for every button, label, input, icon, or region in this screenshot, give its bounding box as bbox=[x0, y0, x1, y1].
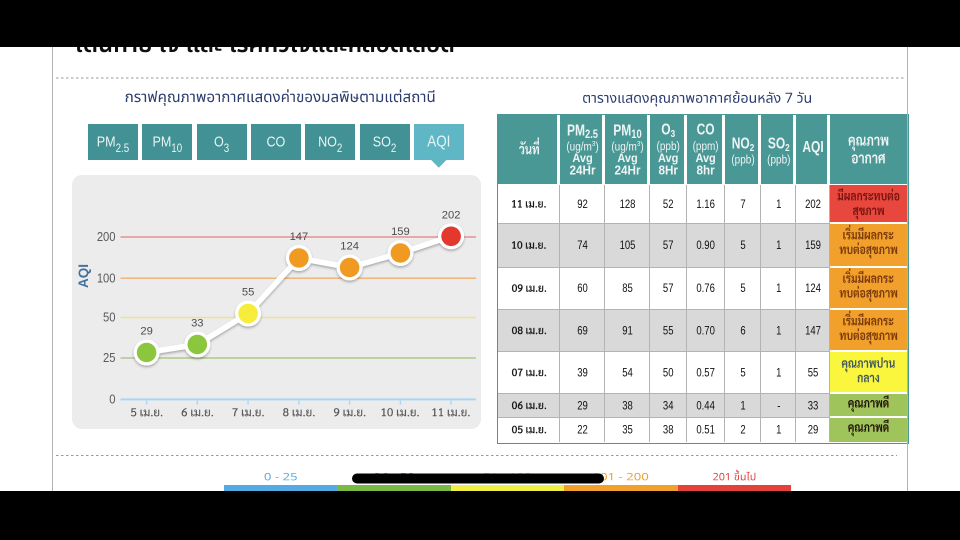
svg-text:PM10: PM10 bbox=[152, 134, 182, 155]
svg-text:CO: CO bbox=[266, 134, 285, 150]
svg-text:92: 92 bbox=[577, 198, 588, 211]
svg-text:AQI: AQI bbox=[76, 264, 91, 288]
svg-text:50: 50 bbox=[663, 367, 674, 380]
svg-text:Avg: Avg bbox=[617, 151, 637, 165]
svg-text:6: 6 bbox=[740, 325, 745, 338]
svg-text:57: 57 bbox=[663, 282, 674, 295]
svg-text:200: 200 bbox=[97, 230, 116, 245]
svg-text:O3: O3 bbox=[214, 134, 229, 155]
svg-text:38: 38 bbox=[663, 424, 674, 437]
svg-text:1: 1 bbox=[776, 424, 781, 437]
svg-text:NO2: NO2 bbox=[732, 134, 755, 153]
svg-text:29: 29 bbox=[808, 424, 819, 437]
svg-text:0: 0 bbox=[109, 392, 116, 407]
svg-text:5: 5 bbox=[740, 239, 745, 252]
svg-text:57: 57 bbox=[663, 239, 674, 252]
svg-text:24Hr: 24Hr bbox=[614, 163, 640, 178]
svg-text:128: 128 bbox=[620, 198, 636, 211]
svg-text:74: 74 bbox=[577, 239, 588, 252]
svg-text:(ppb): (ppb) bbox=[731, 154, 754, 167]
svg-text:0.90: 0.90 bbox=[696, 239, 715, 252]
svg-text:(ug/m3): (ug/m3) bbox=[611, 141, 643, 154]
svg-text:PM2.5: PM2.5 bbox=[97, 134, 129, 155]
svg-text:Avg: Avg bbox=[695, 151, 715, 165]
svg-text:22: 22 bbox=[577, 424, 588, 437]
svg-text:1: 1 bbox=[776, 239, 781, 252]
svg-text:124: 124 bbox=[805, 282, 821, 295]
svg-text:34: 34 bbox=[663, 399, 674, 412]
svg-text:7: 7 bbox=[740, 198, 745, 211]
svg-text:202: 202 bbox=[442, 209, 461, 221]
svg-text:(ppb): (ppb) bbox=[767, 154, 790, 167]
svg-text:AQI: AQI bbox=[427, 134, 450, 151]
svg-text:SO2: SO2 bbox=[373, 134, 397, 155]
svg-text:0.51: 0.51 bbox=[696, 424, 715, 437]
svg-text:PM2.5: PM2.5 bbox=[567, 121, 598, 142]
svg-text:1: 1 bbox=[776, 282, 781, 295]
svg-text:(ug/m3): (ug/m3) bbox=[566, 141, 598, 154]
svg-text:91: 91 bbox=[622, 325, 633, 338]
svg-text:1: 1 bbox=[776, 198, 781, 211]
svg-text:147: 147 bbox=[290, 231, 309, 243]
svg-text:Avg: Avg bbox=[572, 151, 592, 165]
svg-text:69: 69 bbox=[577, 325, 588, 338]
svg-text:8Hr: 8Hr bbox=[658, 163, 678, 178]
svg-text:54: 54 bbox=[622, 367, 633, 380]
svg-text:33: 33 bbox=[808, 399, 819, 412]
svg-text:60: 60 bbox=[577, 282, 588, 295]
svg-text:0.70: 0.70 bbox=[696, 325, 715, 338]
svg-text:29: 29 bbox=[577, 399, 588, 412]
svg-text:39: 39 bbox=[577, 367, 588, 380]
svg-text:105: 105 bbox=[620, 239, 636, 252]
svg-text:SO2: SO2 bbox=[768, 134, 790, 153]
svg-text:85: 85 bbox=[622, 282, 633, 295]
svg-text:0.57: 0.57 bbox=[696, 367, 715, 380]
svg-text:5: 5 bbox=[740, 367, 745, 380]
svg-text:159: 159 bbox=[805, 239, 821, 252]
svg-text:55: 55 bbox=[242, 287, 254, 299]
svg-text:202: 202 bbox=[805, 198, 821, 211]
svg-text:25: 25 bbox=[103, 351, 116, 366]
svg-text:AQI: AQI bbox=[802, 138, 823, 156]
svg-text:PM10: PM10 bbox=[613, 121, 641, 142]
svg-text:0.44: 0.44 bbox=[696, 399, 715, 412]
svg-text:1.16: 1.16 bbox=[696, 198, 715, 211]
svg-text:100: 100 bbox=[97, 271, 116, 286]
svg-text:55: 55 bbox=[663, 325, 674, 338]
svg-text:147: 147 bbox=[805, 325, 821, 338]
svg-text:1: 1 bbox=[776, 325, 781, 338]
svg-text:29: 29 bbox=[140, 326, 152, 338]
svg-text:CO: CO bbox=[697, 120, 715, 138]
svg-text:50: 50 bbox=[103, 310, 116, 325]
svg-text:O3: O3 bbox=[661, 120, 675, 139]
svg-text:1: 1 bbox=[740, 399, 745, 412]
svg-text:33: 33 bbox=[191, 318, 203, 330]
svg-text:24Hr: 24Hr bbox=[569, 163, 595, 178]
svg-text:-: - bbox=[777, 399, 781, 412]
svg-text:38: 38 bbox=[622, 399, 633, 412]
svg-text:(ppb): (ppb) bbox=[657, 140, 680, 153]
svg-text:5: 5 bbox=[740, 282, 745, 295]
svg-text:Avg: Avg bbox=[658, 151, 678, 165]
svg-text:35: 35 bbox=[622, 424, 633, 437]
svg-text:52: 52 bbox=[663, 198, 674, 211]
svg-text:2: 2 bbox=[740, 424, 745, 437]
svg-text:8hr: 8hr bbox=[697, 163, 715, 178]
svg-text:159: 159 bbox=[391, 226, 410, 238]
svg-text:1: 1 bbox=[776, 367, 781, 380]
svg-text:0.76: 0.76 bbox=[696, 282, 715, 295]
svg-text:55: 55 bbox=[808, 367, 819, 380]
svg-text:(ppm): (ppm) bbox=[693, 140, 719, 153]
svg-text:124: 124 bbox=[340, 241, 359, 253]
svg-text:NO2: NO2 bbox=[318, 134, 342, 155]
